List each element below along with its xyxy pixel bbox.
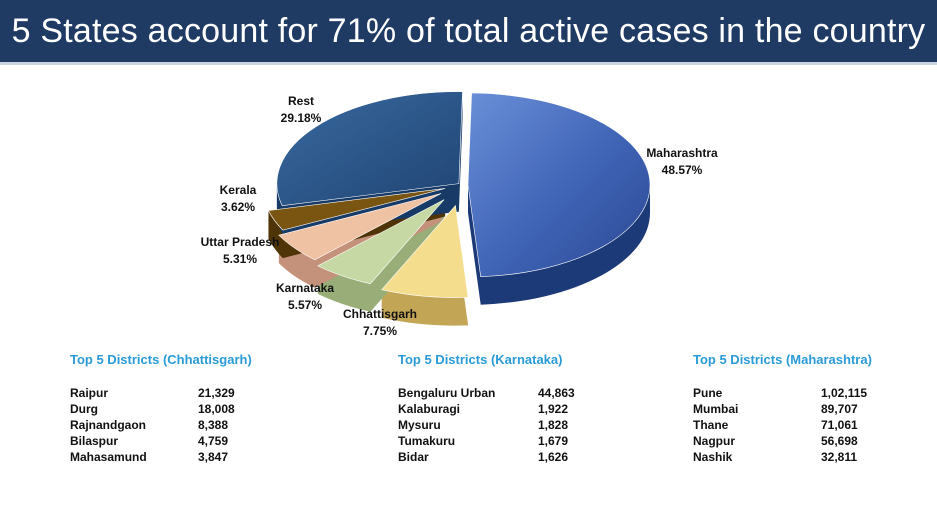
slice-value-label: 5.31% [223,252,257,266]
table-row: Nagpur 56,698 [693,433,872,449]
table-karnataka: Top 5 Districts (Karnataka) Bengaluru Ur… [398,352,575,465]
pie-slice-side-rest [276,91,463,234]
pie-slice-uttar-pradesh [278,193,442,261]
table-row: Bilaspur 4,759 [70,433,252,449]
district-cases: 56,698 [821,434,858,448]
title-divider [0,62,937,65]
district-name: Mysuru [398,418,441,432]
pie-slice-rest [276,91,463,207]
page-title: 5 States account for 71% of total active… [11,11,926,50]
district-cases: 1,828 [538,418,569,432]
table-row: Mahasamund 3,847 [70,449,252,465]
pie-chart: Maharashtra 48.57% Chhattisgarh 7.75% Karnat… [201,91,718,338]
slice-label: Uttar Pradesh [201,235,280,249]
slice-value-label: 48.57% [662,163,703,177]
district-cases: 89,707 [821,402,858,416]
district-cases: 1,02,115 [821,386,868,400]
district-name: Bidar [398,450,429,464]
pie-slice-layer [268,91,651,298]
table-row: Mysuru 1,828 [398,417,575,433]
district-name: Mahasamund [70,450,147,464]
district-name: Nashik [693,450,733,464]
slice-label: Kerala [220,183,257,197]
district-name: Mumbai [693,402,739,416]
table-row: Raipur 21,329 [70,385,252,401]
pie-slice-chhattisgarh [381,204,469,298]
slice-value-label: 7.75% [363,324,397,338]
district-cases: 8,388 [198,418,229,432]
title-banner: 5 States account for 71% of total active… [0,0,937,62]
district-name: Raipur [70,386,109,400]
district-name: Rajnandgaon [70,418,147,432]
table-title: Top 5 Districts (Karnataka) [398,352,563,367]
district-name: Bilaspur [70,434,119,448]
district-name: Thane [693,418,729,432]
pie-slice-maharashtra [467,92,651,278]
slice-value-label: 29.18% [281,111,322,125]
district-name: Durg [70,402,98,416]
table-row: Bidar 1,626 [398,449,575,465]
district-name: Bengaluru Urban [398,386,496,400]
table-row: Nashik 32,811 [693,449,872,465]
table-title: Top 5 Districts (Chhattisgarh) [70,352,252,367]
table-row: Durg 18,008 [70,401,252,417]
slice-value-label: 3.62% [221,200,255,214]
slice-label: Karnataka [276,281,334,295]
table-body: Pune 1,02,115 Mumbai 89,707 Thane 71,061 Nagpu… [693,385,872,465]
table-body: Raipur 21,329 Durg 18,008 Rajnandgaon 8,388 Bi… [70,385,252,465]
district-cases: 1,922 [538,402,569,416]
district-cases: 21,329 [198,386,235,400]
pie-slice-kerala [268,188,446,231]
table-body: Bengaluru Urban 44,863 Kalaburagi 1,922 Mysu… [398,385,575,465]
slice-value-label: 5.57% [288,298,322,312]
table-maharashtra: Top 5 Districts (Maharashtra) Pune 1,02,1… [693,352,872,465]
district-cases: 3,847 [198,450,229,464]
district-name: Kalaburagi [398,402,461,416]
table-row: Tumakuru 1,679 [398,433,575,449]
slice-label: Chhattisgarh [343,307,417,321]
table-row: Thane 71,061 [693,417,872,433]
table-row: Bengaluru Urban 44,863 [398,385,575,401]
table-row: Pune 1,02,115 [693,385,872,401]
pie-label-layer: Maharashtra 48.57% Chhattisgarh 7.75% Karnat… [201,94,718,338]
district-cases: 1,679 [538,434,569,448]
district-name: Pune [693,386,723,400]
pie-slice-side-maharashtra [467,92,650,305]
district-cases: 44,863 [538,386,575,400]
district-cases: 4,759 [198,434,229,448]
district-cases: 18,008 [198,402,235,416]
district-cases: 32,811 [821,450,858,464]
table-row: Kalaburagi 1,922 [398,401,575,417]
district-name: Tumakuru [398,434,456,448]
district-cases: 71,061 [821,418,858,432]
district-name: Nagpur [693,434,735,448]
district-cases: 1,626 [538,450,569,464]
pie-slice-karnataka [317,199,445,285]
table-row: Rajnandgaon 8,388 [70,417,252,433]
table-chhattisgarh: Top 5 Districts (Chhattisgarh) Raipur 21,… [70,352,252,465]
slice-label: Maharashtra [646,146,718,160]
table-title: Top 5 Districts (Maharashtra) [693,352,872,367]
district-tables: Top 5 Districts (Chhattisgarh) Raipur 21,… [0,352,937,522]
table-row: Mumbai 89,707 [693,401,872,417]
slice-label: Rest [288,94,314,108]
